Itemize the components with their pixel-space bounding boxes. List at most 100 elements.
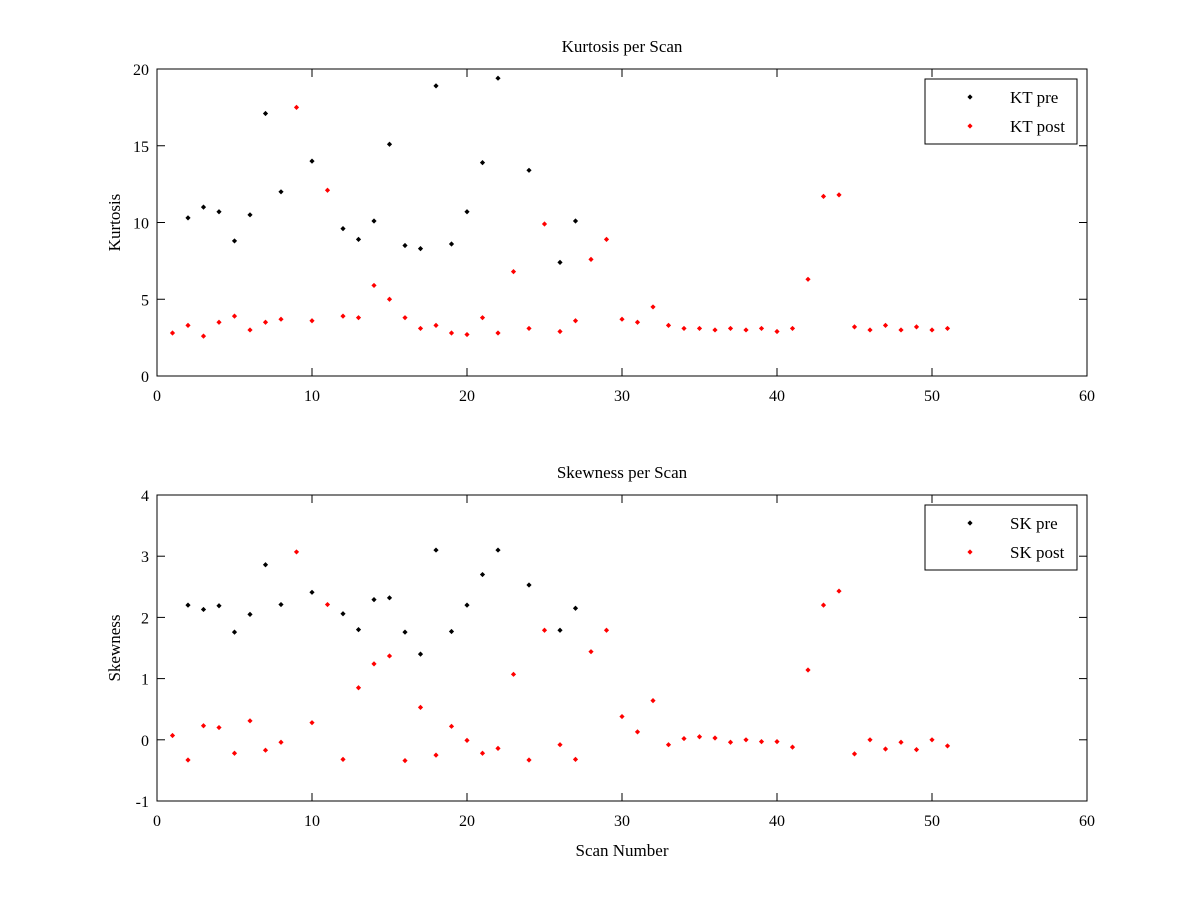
legend: KT pre KT post	[924, 78, 1078, 145]
data-point	[681, 735, 687, 742]
data-point	[712, 735, 718, 741]
data-point	[169, 330, 176, 336]
data-point	[247, 212, 253, 218]
data-point	[200, 606, 207, 613]
data-point	[836, 588, 842, 594]
y-tick-label: 0	[141, 733, 149, 750]
data-point	[262, 319, 269, 325]
data-point	[495, 745, 501, 751]
data-point	[665, 742, 672, 748]
chart-title: Kurtosis per Scan	[562, 37, 683, 56]
y-axis-label: Skewness	[105, 614, 124, 681]
data-point	[851, 751, 858, 757]
data-point	[309, 589, 315, 595]
legend-marker	[967, 549, 973, 555]
data-point	[433, 547, 439, 553]
subplot-1: 0 10 20 30 40 50 60 0 5 10 15 20 Kurtosis per Scan Ku…	[105, 37, 1095, 405]
series-post	[169, 549, 951, 764]
data-point	[309, 158, 315, 164]
data-point	[836, 192, 842, 198]
data-point	[324, 601, 331, 608]
legend: SK pre SK post	[924, 504, 1078, 571]
y-tick-label: -1	[136, 794, 149, 811]
data-point	[510, 269, 517, 275]
data-point	[774, 328, 780, 335]
x-tick-label: 10	[304, 388, 320, 405]
data-point	[340, 226, 346, 232]
data-point	[247, 611, 253, 617]
data-point	[216, 724, 222, 731]
data-point	[541, 221, 548, 227]
data-point	[743, 327, 749, 333]
data-point	[929, 327, 935, 333]
data-point	[634, 319, 641, 325]
data-point	[882, 322, 889, 328]
data-point	[572, 605, 579, 611]
x-tick-label: 50	[924, 813, 940, 830]
data-point	[650, 698, 656, 704]
data-point	[479, 160, 486, 166]
data-point	[603, 627, 610, 633]
data-point	[402, 315, 408, 321]
data-point	[789, 325, 796, 332]
data-point	[557, 742, 563, 748]
data-point	[619, 713, 625, 720]
data-point	[867, 327, 873, 333]
data-point	[417, 651, 424, 657]
data-point	[278, 189, 284, 195]
data-point	[495, 330, 501, 336]
legend-label: KT post	[1010, 117, 1065, 136]
legend-label: SK pre	[1010, 514, 1058, 533]
data-point	[247, 718, 253, 724]
legend-marker	[967, 123, 973, 129]
data-point	[216, 319, 222, 325]
data-point	[696, 734, 703, 740]
data-point	[448, 723, 455, 729]
data-point	[262, 562, 269, 568]
data-point	[185, 602, 191, 608]
data-point	[169, 732, 176, 739]
y-tick-label: 20	[133, 62, 149, 79]
data-point	[448, 241, 455, 247]
data-point	[355, 236, 362, 242]
y-tick-label: 15	[133, 139, 149, 156]
data-point	[309, 720, 315, 726]
x-tick-label: 40	[769, 388, 785, 405]
data-point	[588, 649, 594, 655]
data-point	[650, 304, 656, 310]
data-point	[417, 245, 424, 252]
data-point	[479, 315, 486, 321]
data-point	[944, 743, 951, 749]
data-point	[882, 746, 889, 752]
data-point	[216, 209, 222, 215]
data-point	[386, 296, 393, 302]
data-point	[278, 601, 284, 608]
x-tick-label: 60	[1079, 813, 1095, 830]
data-point	[309, 318, 315, 324]
data-point	[231, 238, 238, 244]
data-point	[386, 141, 393, 147]
data-point	[805, 667, 811, 673]
y-tick-label: 5	[141, 292, 149, 309]
data-point	[216, 603, 222, 609]
data-point	[185, 757, 191, 763]
data-point	[495, 547, 501, 553]
x-tick-label: 40	[769, 813, 785, 830]
data-point	[448, 330, 455, 336]
data-point	[696, 325, 703, 332]
data-point	[231, 313, 238, 319]
x-tick-label: 0	[153, 388, 161, 405]
series-post	[169, 104, 951, 339]
data-point	[820, 602, 827, 608]
x-tick-label: 20	[459, 388, 475, 405]
data-point	[433, 322, 439, 328]
data-point	[479, 571, 486, 578]
data-point	[417, 325, 424, 332]
data-point	[572, 318, 579, 324]
data-point	[479, 750, 486, 756]
data-point	[603, 236, 610, 242]
data-point	[278, 739, 284, 745]
data-point	[464, 602, 470, 608]
y-axis-label: Kurtosis	[105, 194, 124, 252]
